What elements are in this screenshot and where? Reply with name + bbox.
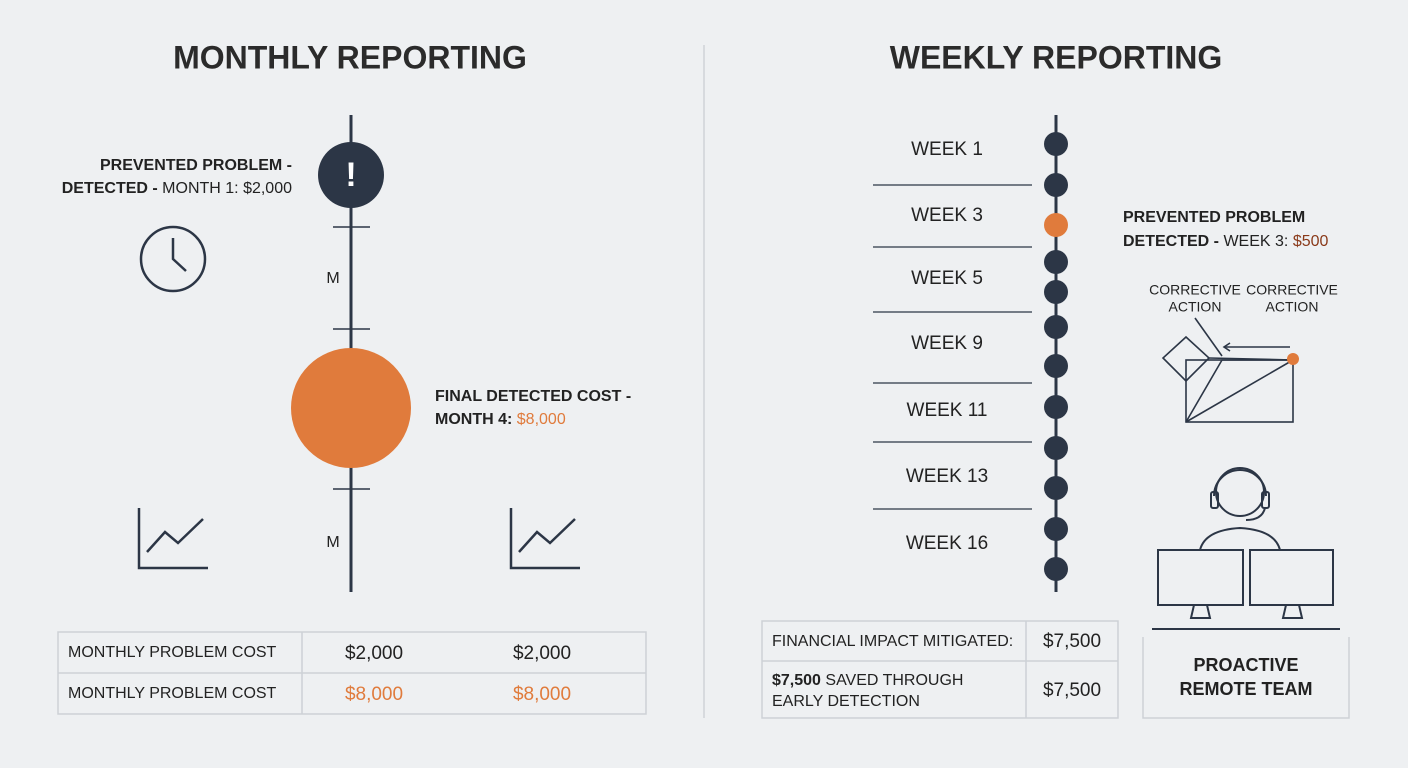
team-label: PROACTIVE bbox=[1193, 655, 1298, 675]
table-cell: MONTHLY PROBLEM COST bbox=[68, 644, 277, 661]
event-rest: WEEK 3: bbox=[1223, 233, 1288, 250]
chart-icon bbox=[137, 508, 208, 570]
action-label: CORRECTIVE bbox=[1149, 282, 1241, 298]
table-cell: $2,000 bbox=[513, 643, 571, 664]
title: MONTHLY REPORTING bbox=[173, 39, 527, 75]
event-value: $500 bbox=[1293, 233, 1329, 250]
title: WEEKLY REPORTING bbox=[890, 39, 1223, 75]
table-cell: EARLY DETECTION bbox=[772, 693, 920, 710]
alert-circle bbox=[318, 142, 384, 208]
week-dot bbox=[1044, 517, 1068, 541]
marker: M bbox=[326, 270, 339, 287]
week-dots bbox=[1044, 132, 1068, 581]
week-label: WEEK 16 bbox=[906, 533, 988, 554]
week-dot bbox=[1044, 557, 1068, 581]
event-value: $8,000 bbox=[517, 411, 566, 428]
week-dot bbox=[1044, 436, 1068, 460]
event-text: DETECTED - WEEK 3: $500 bbox=[1123, 233, 1329, 250]
week-label: WEEK 5 bbox=[911, 268, 983, 289]
event-text: DETECTED - MONTH 1: $2,000 bbox=[62, 180, 292, 197]
week-dot bbox=[1044, 132, 1068, 156]
event-text: MONTH 4: $8,000 bbox=[435, 411, 566, 428]
week-separators bbox=[873, 184, 1032, 510]
alert-icon: ! bbox=[345, 156, 356, 194]
week-labels: WEEK 1 WEEK 3 WEEK 5 WEEK 9 WEEK 11 WEEK 13 WE… bbox=[906, 139, 988, 554]
week-dot bbox=[1044, 395, 1068, 419]
week-dot bbox=[1044, 315, 1068, 339]
team-frame bbox=[1142, 637, 1350, 719]
table-cell: $7,500 bbox=[1043, 631, 1101, 652]
team-icon bbox=[1152, 467, 1340, 630]
table-cell: $2,000 bbox=[345, 643, 403, 664]
week-dot bbox=[1044, 250, 1068, 274]
week-dot bbox=[1044, 280, 1068, 304]
event-rest: MONTH 1: $2,000 bbox=[162, 180, 292, 197]
event-bold: MONTH 4: bbox=[435, 411, 512, 428]
table-cell: MONTHLY PROBLEM COST bbox=[68, 685, 277, 702]
week-label: WEEK 9 bbox=[911, 333, 983, 354]
chart-icon bbox=[509, 508, 580, 570]
action-label: ACTION bbox=[1266, 299, 1319, 315]
cell-bold: $7,500 bbox=[772, 672, 821, 689]
week-dot bbox=[1044, 476, 1068, 500]
table-cell: $8,000 bbox=[345, 684, 403, 705]
week-dot bbox=[1044, 213, 1068, 237]
table-cell: $7,500 SAVED THROUGH bbox=[772, 672, 963, 689]
table-cell: $8,000 bbox=[513, 684, 571, 705]
event-text: FINAL DETECTED COST - bbox=[435, 388, 631, 405]
table-frame bbox=[57, 631, 647, 715]
week-label: WEEK 1 bbox=[911, 139, 983, 160]
cell-text: SAVED THROUGH bbox=[825, 672, 963, 689]
action-label: CORRECTIVE bbox=[1246, 282, 1338, 298]
week-label: WEEK 3 bbox=[911, 205, 983, 226]
team-label: REMOTE TEAM bbox=[1180, 679, 1313, 699]
week-dot bbox=[1044, 173, 1068, 197]
week-label: WEEK 11 bbox=[907, 400, 988, 421]
table-cell: $7,500 bbox=[1043, 680, 1101, 701]
event-bold: DETECTED - bbox=[1123, 233, 1219, 250]
event-text: PREVENTED PROBLEM bbox=[1123, 209, 1305, 226]
week-dot bbox=[1044, 354, 1068, 378]
table-cell: FINANCIAL IMPACT MITIGATED: bbox=[772, 633, 1013, 650]
cost-circle bbox=[291, 348, 411, 468]
event-text: PREVENTED PROBLEM - bbox=[100, 157, 292, 174]
action-label: ACTION bbox=[1169, 299, 1222, 315]
event-bold: DETECTED - bbox=[62, 180, 158, 197]
clock-icon bbox=[139, 225, 207, 293]
action-diagram bbox=[1161, 317, 1294, 423]
week-label: WEEK 13 bbox=[906, 466, 988, 487]
action-dot bbox=[1287, 353, 1299, 365]
marker: M bbox=[326, 534, 339, 551]
ticks bbox=[333, 226, 370, 490]
table-frame bbox=[761, 620, 1119, 719]
